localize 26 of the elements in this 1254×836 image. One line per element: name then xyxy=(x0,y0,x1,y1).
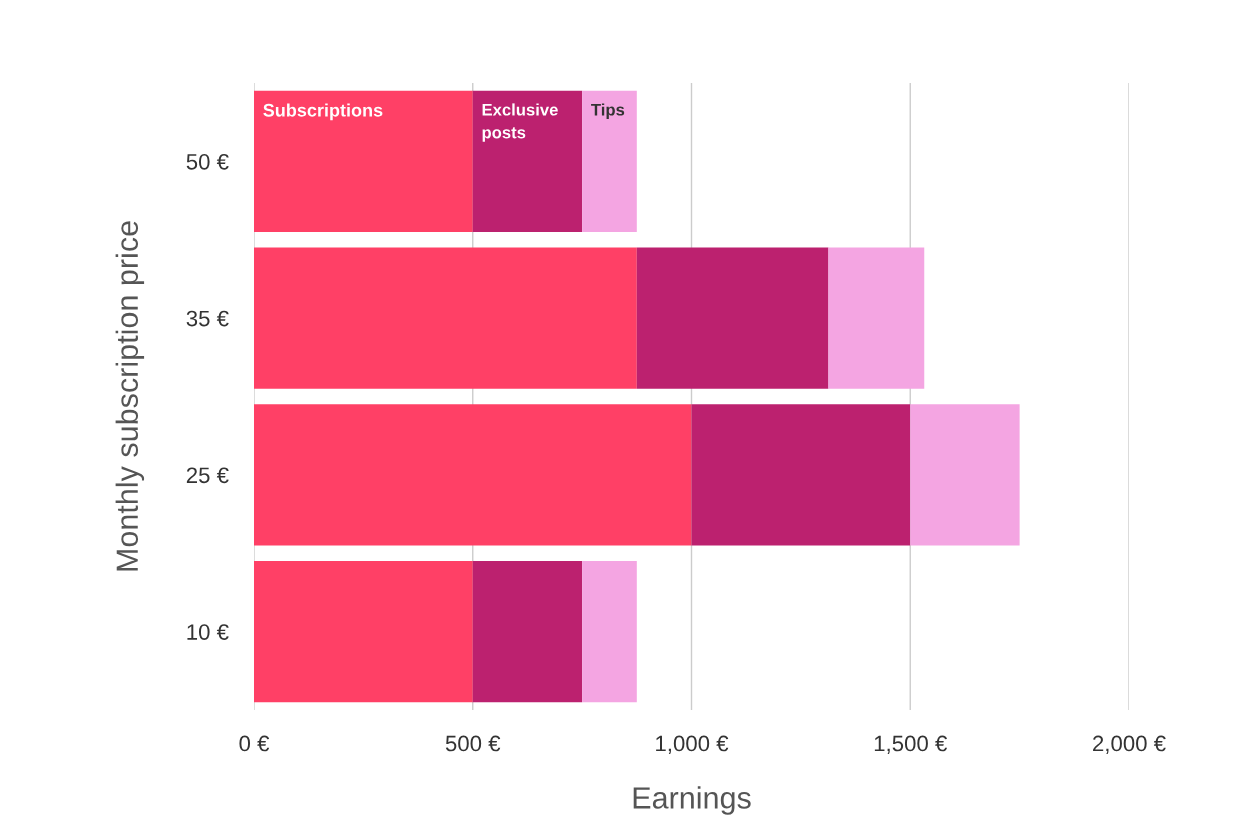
bar xyxy=(691,404,911,546)
bar xyxy=(636,247,829,389)
y-tick-label: 35 € xyxy=(186,310,229,327)
bar xyxy=(910,404,1020,546)
bar xyxy=(828,247,925,389)
bar xyxy=(254,90,473,232)
bar xyxy=(472,561,583,703)
x-axis-title: Earnings xyxy=(633,786,751,815)
y-tick-label: 10 € xyxy=(187,624,229,640)
y-axis-title: Monthly subscription price xyxy=(115,221,145,571)
x-tick-label: 2,000 € xyxy=(1093,735,1166,754)
x-tick-label: 1,500 € xyxy=(874,735,948,754)
bar xyxy=(254,404,692,546)
series-label: Tips xyxy=(591,103,625,119)
x-tick-label: 500 € xyxy=(445,735,501,752)
series-label: Subscriptions xyxy=(263,103,383,121)
series-label: Exclusive posts xyxy=(482,103,558,142)
bar xyxy=(472,90,583,232)
bar xyxy=(582,561,637,703)
y-tick-label: 50 € xyxy=(186,153,229,170)
bar xyxy=(254,247,637,389)
bar xyxy=(254,561,473,703)
x-tick-label: 1,000 € xyxy=(656,735,729,754)
y-tick-label: 25 € xyxy=(186,467,229,484)
x-tick-label: 0 € xyxy=(239,735,270,752)
bar xyxy=(582,90,637,232)
